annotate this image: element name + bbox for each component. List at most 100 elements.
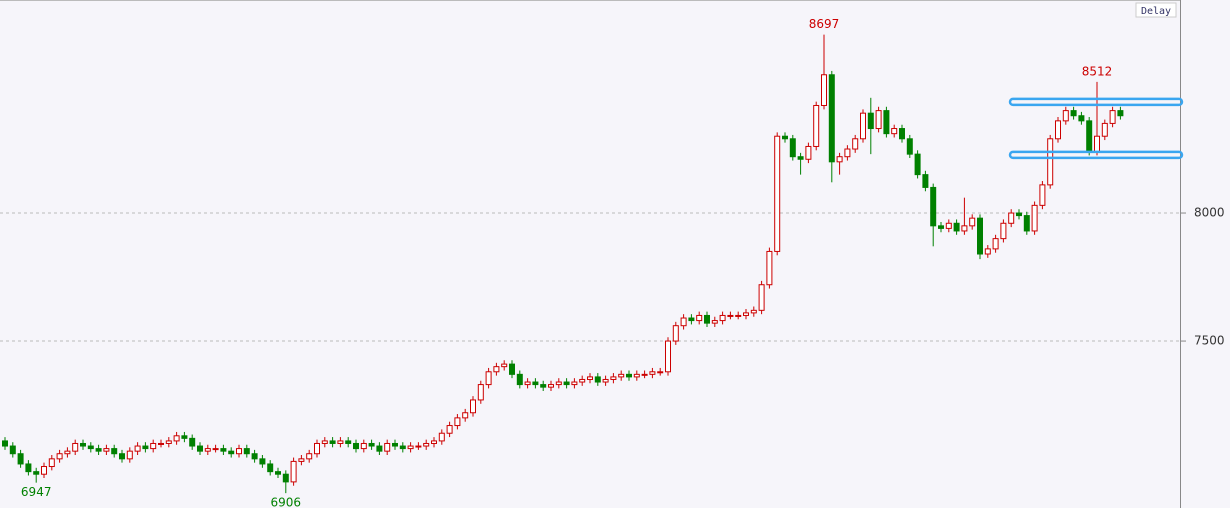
- candle-body: [633, 373, 640, 378]
- candle-body: [571, 381, 578, 386]
- candle-body: [1055, 120, 1061, 140]
- candle-body: [368, 442, 375, 447]
- candle-body: [64, 450, 71, 455]
- extreme-label: 6906: [271, 496, 302, 508]
- candle-body: [80, 442, 86, 447]
- candle-body: [150, 442, 157, 450]
- candle-body: [641, 373, 648, 376]
- candle-body: [680, 317, 687, 327]
- candle-body: [750, 309, 757, 314]
- y-tick-label: 7500: [1194, 334, 1225, 348]
- candle-body: [766, 250, 773, 286]
- candle-body: [282, 473, 289, 483]
- candle-body: [158, 442, 164, 445]
- candle-body: [555, 381, 562, 386]
- candle-body: [836, 156, 843, 163]
- candle-body: [103, 448, 110, 452]
- candle-body: [111, 448, 118, 455]
- candle-body: [719, 314, 726, 322]
- candle-body: [789, 138, 796, 158]
- candle-body: [1070, 110, 1077, 117]
- candle-body: [540, 384, 547, 388]
- candle-body: [392, 442, 398, 447]
- candle-body: [1109, 110, 1116, 124]
- candle-body: [407, 445, 414, 450]
- level-line: [1008, 97, 1184, 107]
- status-label: Delay: [1141, 6, 1171, 17]
- candle-body: [743, 312, 749, 316]
- candle-body: [852, 138, 859, 150]
- candle-body: [33, 471, 40, 475]
- candle-body: [828, 74, 835, 163]
- candle-body: [228, 450, 235, 455]
- candle-body: [610, 376, 617, 380]
- candle-body: [9, 445, 16, 455]
- level-line: [1008, 150, 1184, 160]
- extreme-label: 6947: [21, 485, 52, 499]
- extreme-label: 8512: [1082, 64, 1113, 78]
- status-box: [1135, 2, 1177, 18]
- candle-body: [602, 378, 609, 383]
- candle-body: [212, 448, 219, 451]
- candle-body: [860, 112, 866, 140]
- candle-body: [329, 440, 336, 444]
- candle-body: [173, 435, 180, 442]
- candle-body: [875, 110, 882, 130]
- candle-body: [516, 373, 523, 386]
- candle-body: [782, 135, 788, 140]
- candle-body: [626, 373, 632, 378]
- candle-body: [197, 445, 203, 452]
- candle-body: [431, 440, 437, 444]
- candle-body: [1086, 120, 1093, 153]
- candle-body: [360, 442, 367, 450]
- candle-body: [267, 463, 274, 473]
- candle-body: [477, 384, 484, 401]
- candle-body: [688, 317, 695, 322]
- candle-body: [1039, 184, 1046, 206]
- candle-body: [696, 314, 703, 322]
- candle-body: [821, 74, 827, 106]
- candle-body: [1047, 138, 1054, 186]
- candle-body: [532, 381, 539, 386]
- candle-body: [977, 217, 983, 255]
- candle-body: [306, 453, 313, 460]
- candle-body: [899, 128, 905, 140]
- candle-body: [1078, 115, 1085, 122]
- candle-body: [165, 440, 172, 444]
- candle-body: [1016, 212, 1022, 217]
- candle-body: [462, 412, 469, 419]
- candle-body: [17, 453, 24, 465]
- candle-body: [922, 174, 929, 188]
- extreme-label: 8697: [809, 17, 840, 31]
- candle-body: [259, 458, 266, 465]
- candle-body: [891, 128, 898, 135]
- candle-body: [321, 440, 328, 444]
- candle-body: [524, 381, 531, 386]
- candle-body: [938, 225, 944, 229]
- candle-body: [649, 371, 656, 375]
- candle-body: [735, 314, 742, 317]
- candle-body: [95, 448, 102, 452]
- candle-body: [587, 376, 593, 380]
- candle-body: [220, 448, 227, 452]
- candle-body: [87, 445, 94, 450]
- candle-body: [423, 442, 430, 447]
- candle-body: [446, 425, 453, 434]
- candle-body: [711, 320, 718, 324]
- candle-body: [930, 186, 937, 227]
- candle-body: [548, 384, 554, 388]
- candle-body: [1062, 110, 1069, 122]
- candle-body: [984, 248, 991, 255]
- candle-body: [243, 448, 250, 455]
- candle-body: [945, 222, 952, 229]
- candle-body: [470, 399, 476, 414]
- candle-body: [797, 156, 804, 160]
- candle-body: [41, 466, 47, 475]
- candle-body: [25, 463, 32, 473]
- candle-body: [1008, 212, 1015, 224]
- candle-body: [399, 445, 406, 450]
- candle-body: [345, 440, 352, 444]
- candle-body: [665, 340, 671, 373]
- candle-body: [384, 442, 391, 452]
